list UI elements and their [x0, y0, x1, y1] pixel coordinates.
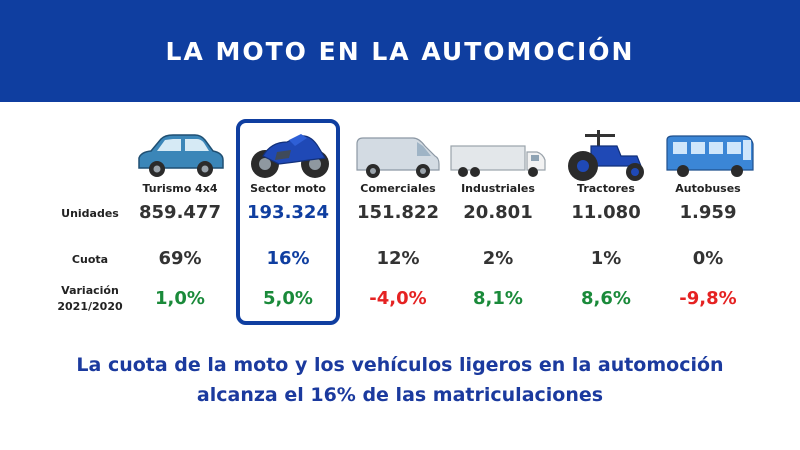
row-label-units: Unidades — [61, 207, 119, 220]
page-title: LA MOTO EN LA AUTOMOCIÓN — [165, 36, 635, 66]
variation-value: 1,0% — [155, 288, 205, 309]
category-label: Comerciales — [360, 182, 436, 195]
units-value: 1.959 — [679, 202, 737, 223]
units-value: 859.477 — [139, 202, 221, 223]
truck-icon — [443, 126, 553, 184]
category-label: Autobuses — [675, 182, 741, 195]
row-label-variation-line1: Variación — [61, 284, 119, 297]
category-label: Sector moto — [250, 182, 326, 195]
share-value: 16% — [266, 248, 310, 269]
category-label: Industriales — [461, 182, 535, 195]
variation-value: 8,6% — [581, 288, 631, 309]
row-label-variation-line2: 2021/2020 — [57, 300, 123, 313]
variation-value: -9,8% — [679, 288, 737, 309]
share-value: 12% — [376, 248, 420, 269]
row-label-share: Cuota — [71, 253, 109, 266]
share-value: 0% — [692, 248, 724, 269]
share-value: 2% — [482, 248, 514, 269]
footer-line-1: La cuota de la moto y los vehículos lige… — [76, 354, 724, 376]
row-label-variation: Variación 2021/2020 — [40, 283, 140, 315]
variation-value: 5,0% — [263, 288, 313, 309]
motorcycle-icon — [233, 126, 343, 184]
units-value: 151.822 — [357, 202, 439, 223]
category-label: Turismo 4x4 — [142, 182, 218, 195]
tractor-icon — [551, 126, 661, 184]
footer-line-2: alcanza el 16% de las matriculaciones — [196, 384, 604, 406]
title-banner: LA MOTO EN LA AUTOMOCIÓN — [0, 0, 800, 102]
van-icon — [343, 126, 453, 184]
bus-icon — [653, 126, 763, 184]
variation-value: 8,1% — [473, 288, 523, 309]
footer-caption: La cuota de la moto y los vehículos lige… — [40, 350, 760, 410]
share-value: 1% — [590, 248, 622, 269]
units-value: 11.080 — [571, 202, 641, 223]
units-value: 20.801 — [463, 202, 533, 223]
car-icon — [125, 126, 235, 184]
share-value: 69% — [158, 248, 202, 269]
category-label: Tractores — [577, 182, 635, 195]
variation-value: -4,0% — [369, 288, 427, 309]
moto-highlight-box — [236, 119, 340, 325]
units-value: 193.324 — [247, 202, 329, 223]
